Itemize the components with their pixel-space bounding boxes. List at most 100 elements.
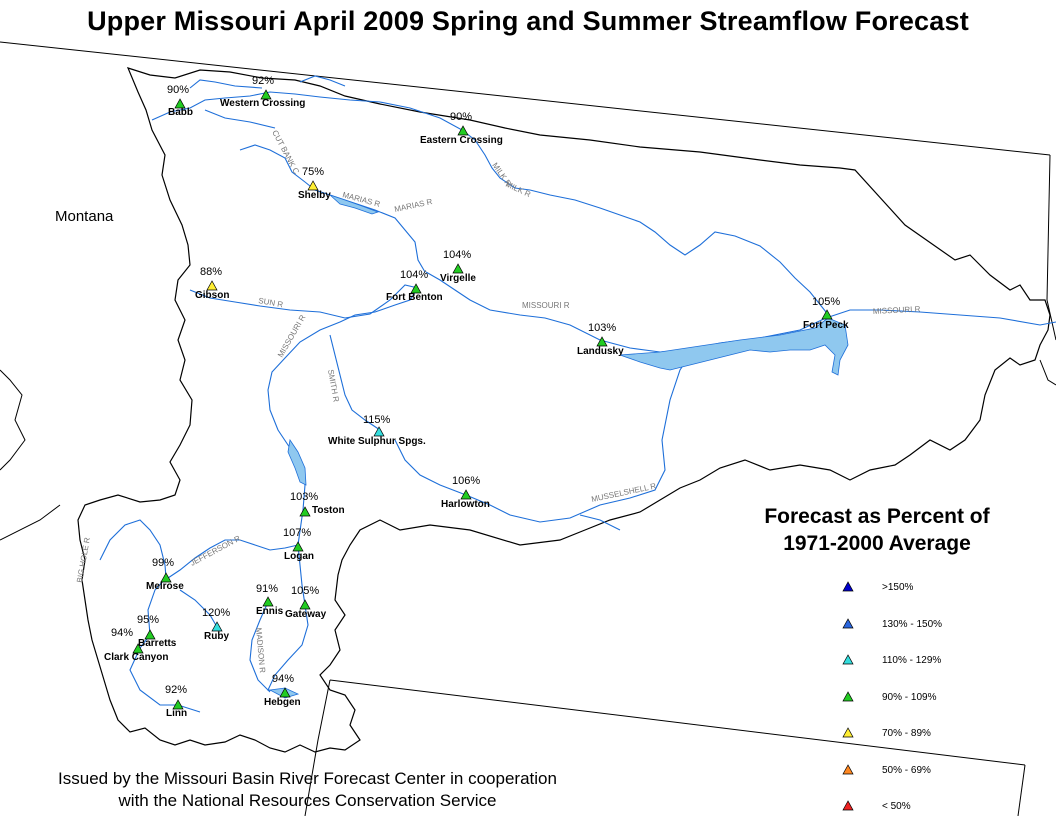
station-percent: 92% [252,75,274,87]
station-percent: 115% [363,414,391,426]
river-label: SUN R [258,296,284,309]
station-marker-icon [211,621,223,632]
station-percent: 94% [272,673,294,685]
station-name: Gibson [195,290,229,301]
station-landusky: 103% Landusky [577,322,624,357]
station-hebgen: 94% Hebgen [264,673,301,708]
station-marker-icon [172,699,184,710]
station-percent: 103% [588,322,616,334]
station-ennis: 91% Ennis [256,583,284,617]
station-logan: 107% Logan [283,527,314,562]
legend-title-line1: Forecast as Percent of [764,505,990,528]
station-fort-benton: 104% Fort Benton [386,269,443,303]
station-marker-icon [144,629,156,640]
legend-item: 70% - 89% [840,726,1040,742]
station-marker-icon [292,541,304,552]
station-white-sulphur-spgs: 115% White Sulphur Spgs. [328,414,426,447]
station-percent: 75% [302,166,324,178]
station-percent: 107% [283,527,311,539]
state-label: Montana [55,208,114,225]
station-marker-icon [596,336,608,347]
issued-line2: with the National Resources Conservation… [118,791,497,810]
station-barretts: 95% Barretts [137,614,177,649]
station-name: Gateway [285,609,327,620]
station-percent: 105% [291,585,319,597]
legend-triangle-icon [842,800,854,811]
station-marker-icon [160,572,172,583]
station-name: Barretts [138,638,177,649]
river-label: MISSOURI R [276,313,308,359]
issued-line1: Issued by the Missouri Basin River Forec… [58,769,557,788]
station-marker-icon [457,125,469,136]
station-percent: 99% [152,557,174,569]
station-name: Ennis [256,606,284,617]
station-marker-icon [373,426,385,437]
legend-label: 50% - 69% [882,764,931,776]
station-marker-icon [299,599,311,610]
station-name: Linn [166,708,187,719]
river-label: JEFFERSON R [189,534,242,568]
station-percent: 106% [452,475,480,487]
station-ruby: 120% Ruby [202,607,230,642]
issued-by-note: Issued by the Missouri Basin River Forec… [0,768,615,812]
station-western-crossing: 92% Western Crossing [220,75,305,109]
legend-label: 110% - 129% [882,655,942,666]
station-name: Shelby [298,190,331,201]
station-percent: 104% [400,269,428,281]
legend-label: >150% [882,582,914,593]
station-percent: 103% [290,491,318,503]
station-harlowton: 106% Harlowton [441,475,490,510]
river-label: MISSOURI R [522,301,570,310]
legend-triangle-icon [842,654,854,665]
station-marker-icon [460,489,472,500]
basin-boundary [77,67,1051,753]
river-label: BIG HOLE R [75,536,92,583]
legend-title: Forecast as Percent of 1971-2000 Average [712,503,1042,557]
legend-label: 90% - 109% [882,691,937,703]
station-name: Eastern Crossing [420,135,503,146]
station-name: Hebgen [264,697,301,708]
legend-triangle-icon [842,581,854,592]
legend-triangle-icon [842,690,854,701]
legend-title-line2: 1971-2000 Average [783,532,971,555]
station-babb: 90% Babb [167,84,193,118]
station-virgelle: 104% Virgelle [440,249,476,284]
station-gibson: 88% Gibson [195,266,229,301]
legend-triangle-icon [842,727,854,738]
station-marker-icon [206,280,218,291]
station-name: Melrose [146,581,184,592]
station-marker-icon [299,506,311,517]
station-shelby: 75% Shelby [298,166,331,201]
legend-item: >150% [840,580,1040,596]
reservoirs [268,194,849,699]
station-marker-icon [262,596,274,607]
station-marker-icon [174,98,186,109]
station-eastern-crossing: 90% Eastern Crossing [420,111,503,146]
legend-triangle-icon [842,617,854,628]
station-name: Fort Peck [803,320,849,331]
station-marker-icon [279,687,291,698]
station-marker-icon [132,643,144,654]
map-title: Upper Missouri April 2009 Spring and Sum… [87,6,969,36]
legend-item: < 50% [840,799,1040,815]
station-melrose: 99% Melrose [146,557,184,592]
legend-label: < 50% [882,801,911,812]
legend-triangle-icon [842,763,854,774]
station-name: Logan [284,551,314,562]
station-percent: 88% [200,266,222,278]
river-label: MISSOURI R [873,305,921,316]
station-name: Landusky [577,346,624,357]
station-percent: 92% [165,684,187,696]
station-name: Western Crossing [220,98,305,109]
station-marker-icon [260,89,272,100]
station-gateway: 105% Gateway [285,585,327,620]
station-toston: 103% Toston [290,491,345,517]
station-name: Fort Benton [386,292,443,303]
station-marker-icon [452,263,464,274]
river-label: MADISON R [254,627,267,673]
station-name: Virgelle [440,273,476,284]
legend-label: 130% - 150% [882,618,943,630]
stations: 90% Babb 92% Western Crossing 90% Eastern Cro… [104,75,849,719]
